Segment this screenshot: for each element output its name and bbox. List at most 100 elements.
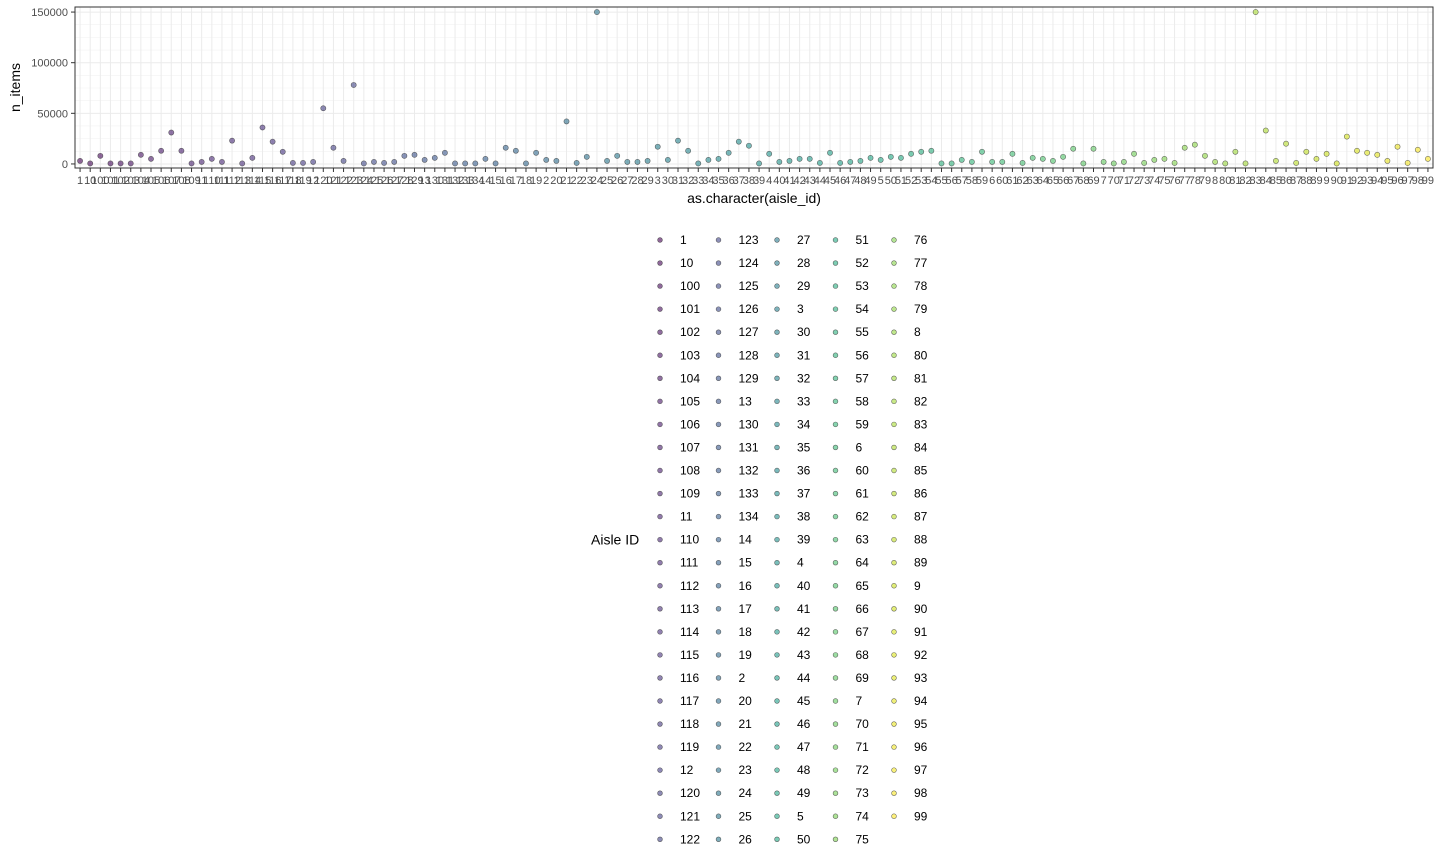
legend-key <box>832 559 839 566</box>
data-point <box>492 160 499 167</box>
legend-label: 38 <box>797 510 811 524</box>
legend-key <box>891 652 897 658</box>
legend-label: 21 <box>739 717 753 731</box>
legend-key <box>891 629 897 635</box>
legend-key <box>832 490 839 497</box>
legend-label: 8 <box>914 325 921 339</box>
data-point <box>1171 160 1178 166</box>
data-point <box>928 147 935 154</box>
x-tick-label: 94 <box>1371 175 1383 187</box>
legend-key <box>774 260 780 266</box>
data-point <box>1313 155 1320 162</box>
legend-label: 20 <box>739 694 753 708</box>
legend-label: 16 <box>739 579 753 593</box>
legend-key <box>774 467 780 474</box>
legend-label: 11 <box>680 510 693 524</box>
legend-key <box>774 237 780 243</box>
legend-title: Aisle ID <box>591 532 639 548</box>
legend-label: 49 <box>797 786 811 800</box>
data-point <box>148 155 154 162</box>
legend-label: 129 <box>739 371 759 385</box>
x-tick-label: 86 <box>1280 175 1292 187</box>
legend-key <box>715 606 722 612</box>
legend-key <box>774 559 780 566</box>
x-tick-label: 32 <box>682 175 694 187</box>
data-point <box>1110 160 1117 167</box>
legend-key <box>891 813 897 819</box>
legend-label: 45 <box>797 694 811 708</box>
x-tick-label: 128 <box>395 175 413 187</box>
data-point <box>137 151 144 158</box>
legend-key <box>774 490 780 497</box>
data-point <box>431 154 438 161</box>
data-point <box>523 160 529 167</box>
data-point <box>178 147 185 154</box>
legend-key <box>657 698 663 704</box>
legend-key <box>832 513 839 520</box>
legend-label: 112 <box>680 579 699 593</box>
legend-label: 84 <box>914 440 928 454</box>
x-tick-label: 112 <box>223 175 241 187</box>
data-point <box>614 152 621 159</box>
legend-label: 134 <box>739 510 759 524</box>
data-point <box>1191 141 1198 148</box>
legend-key <box>657 721 663 727</box>
legend-label: 96 <box>914 740 928 754</box>
legend-label: 3 <box>797 302 804 316</box>
legend-label: 54 <box>856 302 870 316</box>
data-point <box>1293 160 1300 166</box>
legend-key <box>774 536 780 543</box>
x-tick-label: 83 <box>1250 175 1262 187</box>
data-point <box>1060 153 1066 160</box>
data-point <box>887 153 894 160</box>
legend-label: 10 <box>680 256 694 270</box>
legend-label: 74 <box>856 809 870 823</box>
x-tick-label: 120 <box>314 175 332 187</box>
legend-label: 111 <box>680 556 699 570</box>
data-point <box>908 150 914 157</box>
data-point <box>259 124 266 131</box>
legend-key <box>774 375 780 381</box>
legend-key <box>657 467 663 474</box>
legend-label: 86 <box>914 487 928 501</box>
legend-label: 115 <box>680 648 699 662</box>
legend-key <box>774 836 780 842</box>
legend-label: 67 <box>856 625 870 639</box>
legend-label: 90 <box>914 602 928 616</box>
data-point <box>1232 148 1239 155</box>
legend-key <box>774 583 780 589</box>
x-tick-label: 121 <box>324 175 342 187</box>
legend-label: 75 <box>856 832 870 846</box>
legend-label: 51 <box>856 233 870 247</box>
x-tick-label: 19 <box>530 175 542 187</box>
x-tick-label: 65 <box>1047 175 1059 187</box>
data-point <box>847 159 854 165</box>
data-point <box>239 160 246 167</box>
legend-label: 23 <box>739 763 753 777</box>
legend-label: 2 <box>739 671 746 685</box>
data-point <box>1333 160 1340 167</box>
legend-key <box>715 490 722 497</box>
legend-label: 125 <box>739 279 759 293</box>
x-tick-label: 69 <box>1087 175 1099 187</box>
data-point <box>979 148 985 155</box>
x-tick-label: 70 <box>1108 175 1120 187</box>
legend-key <box>715 698 722 704</box>
legend-label: 77 <box>914 256 928 270</box>
legend-key <box>715 306 722 312</box>
x-tick-label: 34 <box>702 175 714 187</box>
x-tick-label: 45 <box>824 175 836 187</box>
legend-label: 35 <box>797 440 811 454</box>
legend-key <box>715 721 722 727</box>
legend-key <box>715 237 722 243</box>
legend-key <box>774 444 780 451</box>
data-point <box>604 158 610 164</box>
legend-label: 70 <box>856 717 870 731</box>
legend-label: 118 <box>680 717 699 731</box>
legend-label: 28 <box>797 256 811 270</box>
legend-label: 34 <box>797 417 811 431</box>
data-point <box>654 143 661 150</box>
legend-key <box>715 675 722 681</box>
x-tick-label: 99 <box>1422 175 1434 187</box>
legend-key <box>774 698 780 704</box>
